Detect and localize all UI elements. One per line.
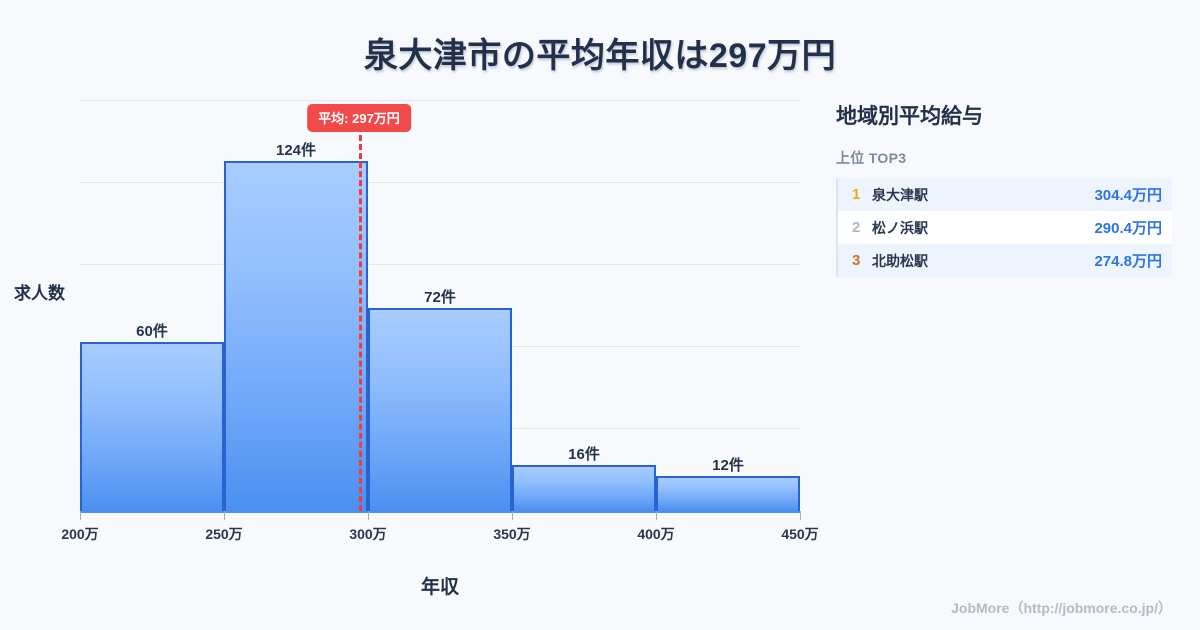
- rank-salary-value: 304.4万円: [1094, 187, 1162, 204]
- x-axis-tick: [368, 511, 369, 520]
- bar-value-label: 72件: [424, 289, 456, 306]
- histogram-bar[interactable]: [368, 308, 512, 511]
- x-axis-tick-label: 350万: [493, 526, 531, 542]
- ranking-list: 1 泉大津駅 304.4万円 2 松ノ浜駅 290.4万円 3 北助松駅 274…: [836, 178, 1172, 277]
- histogram-chart: 60件 124件 72件 16件 12件 200万 250万 300万 350万…: [14, 100, 819, 598]
- rank-station-name: 泉大津駅: [872, 186, 928, 203]
- bar-value-label: 60件: [136, 323, 168, 340]
- histogram-bar[interactable]: [656, 476, 800, 511]
- x-axis-tick: [80, 511, 81, 520]
- page-title: 泉大津市の平均年収は297万円: [363, 37, 837, 75]
- rank-number: 3: [852, 252, 861, 269]
- bar-value-label: 12件: [712, 457, 744, 474]
- x-axis-tick: [800, 511, 801, 520]
- rank-number: 1: [852, 186, 861, 203]
- histogram-bar[interactable]: [80, 342, 224, 511]
- sidebar-subtitle: 上位 TOP3: [836, 150, 907, 166]
- x-axis-tick-label: 300万: [349, 526, 387, 542]
- gridline: [80, 182, 800, 183]
- x-axis-tick-label: 450万: [781, 526, 819, 542]
- gridline: [80, 264, 800, 265]
- rank-salary-value: 274.8万円: [1094, 253, 1162, 270]
- rank-station-name: 松ノ浜駅: [872, 219, 928, 236]
- x-axis-tick: [512, 511, 513, 520]
- rank-station-name: 北助松駅: [872, 252, 928, 269]
- sidebar: 地域別平均給与 上位 TOP3 1 泉大津駅 304.4万円 2 松ノ浜駅 29…: [836, 100, 1172, 277]
- ranking-row[interactable]: 3 北助松駅 274.8万円: [838, 244, 1172, 277]
- x-axis-tick: [224, 511, 225, 520]
- x-axis-tick-label: 250万: [205, 526, 243, 542]
- average-badge: 平均: 297万円: [307, 104, 411, 132]
- plot-area: [80, 100, 800, 511]
- x-axis-tick-label: 400万: [637, 526, 675, 542]
- rank-number: 2: [852, 219, 861, 236]
- x-axis-baseline: [80, 511, 800, 513]
- ranking-row[interactable]: 1 泉大津駅 304.4万円: [838, 178, 1172, 211]
- rank-salary-value: 290.4万円: [1094, 220, 1162, 237]
- x-axis-title: 年収: [420, 577, 459, 598]
- sidebar-title: 地域別平均給与: [836, 105, 983, 128]
- y-axis-title: 求人数: [14, 284, 65, 303]
- ranking-row[interactable]: 2 松ノ浜駅 290.4万円: [838, 211, 1172, 244]
- average-line: [359, 126, 362, 511]
- bar-value-label: 16件: [568, 446, 600, 463]
- bar-value-label: 124件: [275, 142, 317, 159]
- x-axis-tick-label: 200万: [61, 526, 99, 542]
- x-axis-tick: [656, 511, 657, 520]
- footer-watermark: JobMore（http://jobmore.co.jp/）: [951, 600, 1172, 616]
- histogram-bar[interactable]: [224, 161, 368, 511]
- histogram-bar[interactable]: [512, 465, 656, 511]
- gridline: [80, 100, 800, 101]
